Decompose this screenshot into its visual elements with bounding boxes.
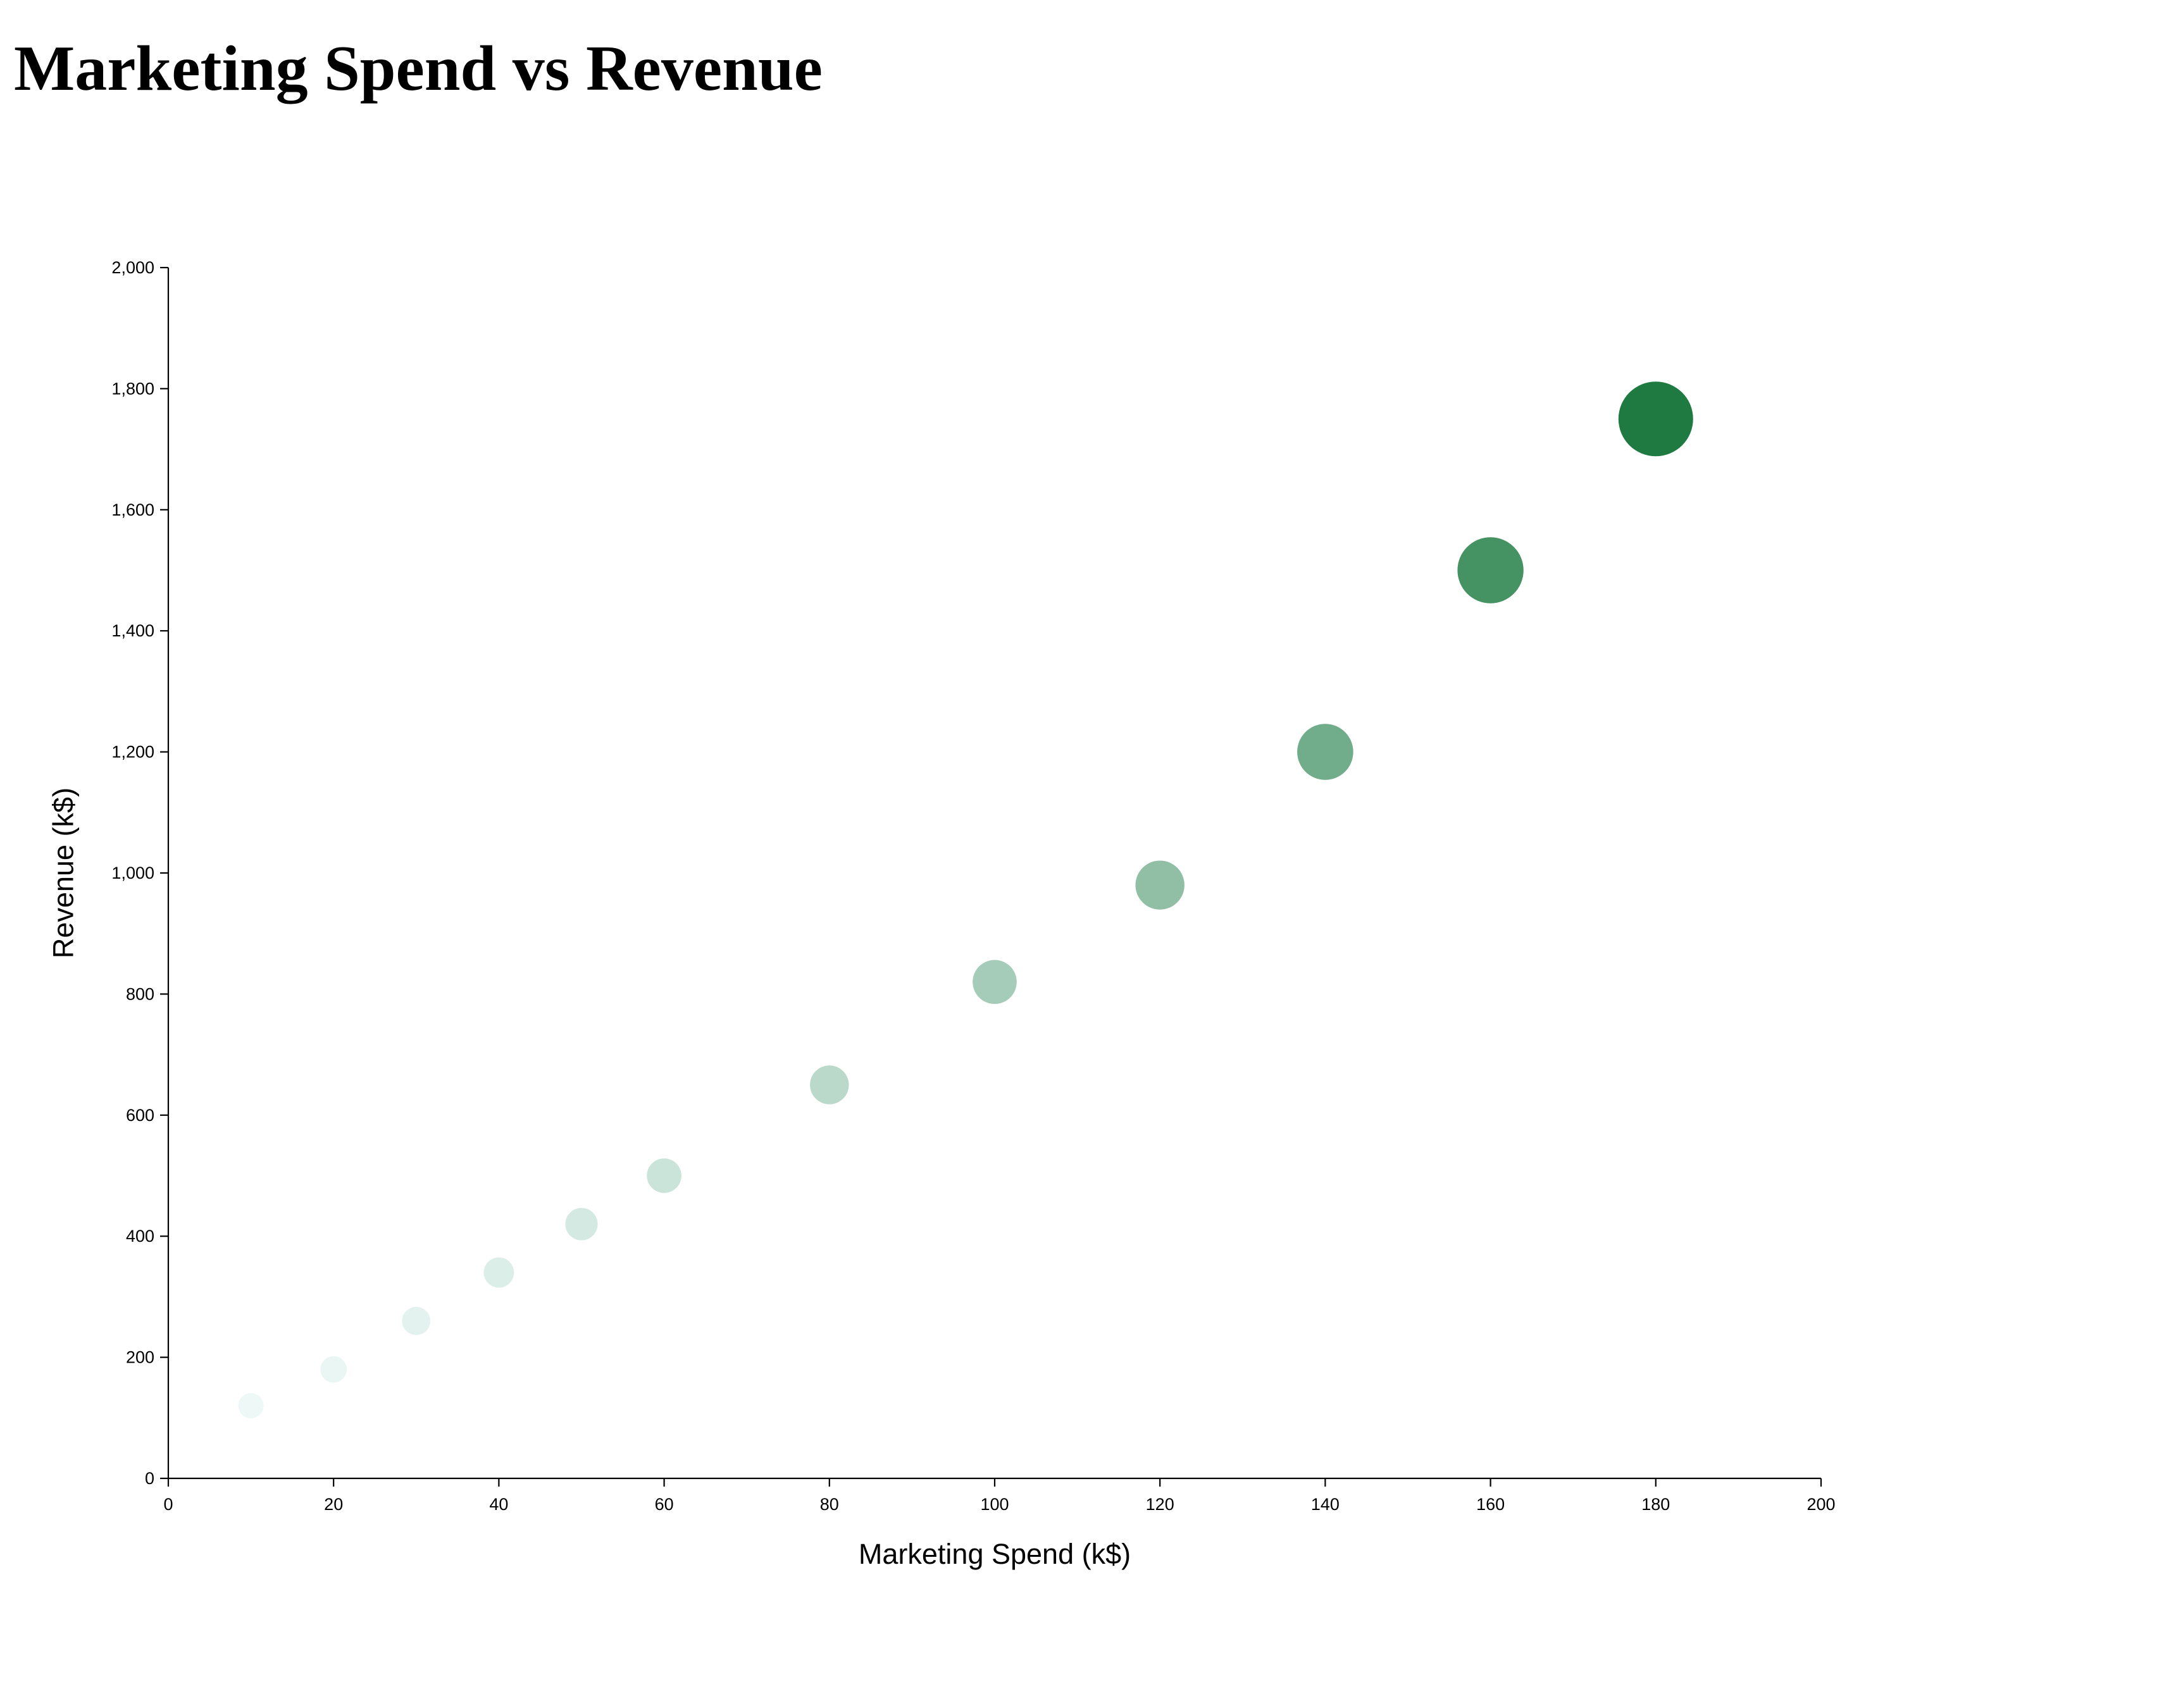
data-point[interactable]: [565, 1208, 598, 1241]
x-tick-label: 180: [1641, 1495, 1670, 1514]
x-tick-label: 40: [489, 1495, 508, 1514]
x-tick-label: 140: [1311, 1495, 1340, 1514]
data-point[interactable]: [973, 960, 1017, 1005]
x-tick-label: 80: [820, 1495, 839, 1514]
data-point[interactable]: [810, 1065, 849, 1105]
y-axis-ticks: 0 200 400 600 800 1,000 1,200 1,400 1,600 1,800 2,…: [111, 258, 168, 1488]
y-tick-label: 0: [145, 1469, 154, 1488]
y-axis-title: Revenue (k$): [47, 788, 80, 958]
y-tick-label: 400: [126, 1227, 154, 1246]
page-title: Marketing Spend vs Revenue: [14, 33, 823, 104]
data-point[interactable]: [1135, 860, 1185, 910]
y-tick-label: 1,000: [111, 863, 154, 882]
data-point[interactable]: [320, 1356, 347, 1383]
data-point[interactable]: [647, 1158, 681, 1193]
data-points: [238, 381, 1693, 1419]
data-point[interactable]: [1618, 381, 1693, 457]
x-tick-label: 20: [324, 1495, 343, 1514]
y-tick-label: 1,600: [111, 500, 154, 519]
data-point[interactable]: [483, 1257, 514, 1288]
y-tick-label: 1,200: [111, 743, 154, 762]
x-tick-label: 100: [980, 1495, 1009, 1514]
data-point[interactable]: [1457, 537, 1524, 603]
x-tick-label: 200: [1806, 1495, 1835, 1514]
x-tick-label: 120: [1146, 1495, 1174, 1514]
y-tick-label: 1,800: [111, 379, 154, 398]
x-tick-label: 60: [655, 1495, 674, 1514]
y-tick-label: 600: [126, 1106, 154, 1125]
y-tick-label: 800: [126, 984, 154, 1003]
x-axis-title: Marketing Spend (k$): [859, 1538, 1131, 1570]
y-tick-label: 1,400: [111, 621, 154, 640]
x-tick-label: 0: [163, 1495, 173, 1514]
data-point[interactable]: [1297, 724, 1353, 780]
y-tick-label: 200: [126, 1348, 154, 1367]
data-point[interactable]: [402, 1306, 431, 1335]
data-point[interactable]: [238, 1393, 264, 1419]
y-tick-label: 2,000: [111, 258, 154, 277]
x-axis-ticks: 0 20 40 60 80 100 120 140 160 180 200: [163, 1478, 1836, 1514]
x-tick-label: 160: [1476, 1495, 1505, 1514]
